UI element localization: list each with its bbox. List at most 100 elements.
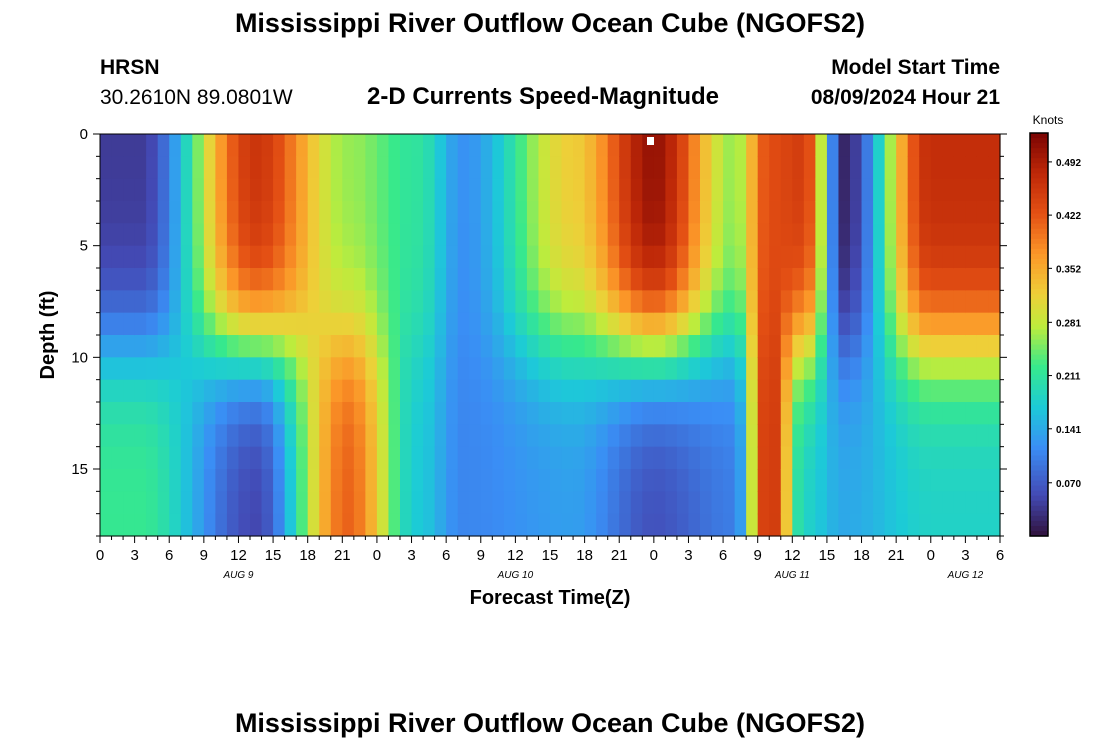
heatmap-cell [734, 379, 747, 403]
heatmap-cell [480, 469, 493, 492]
heatmap-cell [976, 156, 990, 180]
heatmap-cell [273, 513, 286, 537]
heatmap-cell [792, 379, 805, 403]
heatmap-cell [653, 491, 666, 515]
heatmap-cell [550, 178, 563, 202]
heatmap-cell [388, 312, 401, 336]
station-coordinates: 30.2610N 89.0801W [100, 86, 293, 109]
heatmap-cell [953, 424, 966, 448]
heatmap-cell [480, 513, 493, 537]
heatmap-cell [111, 290, 124, 314]
heatmap-cell [780, 156, 793, 180]
heatmap-cell [734, 513, 747, 537]
heatmap-cell [492, 357, 505, 381]
heatmap-cell [861, 402, 874, 425]
heatmap-cell [538, 156, 551, 180]
heatmap-cell [630, 469, 643, 492]
heatmap-cell [388, 178, 401, 202]
heatmap-cell [423, 446, 436, 470]
heatmap-cell [526, 268, 540, 291]
heatmap-cell [226, 134, 240, 157]
heatmap-cell [446, 424, 459, 448]
heatmap-cell [780, 335, 793, 358]
heatmap-cell [965, 245, 978, 269]
heatmap-cell [434, 424, 447, 448]
heatmap-cell [365, 469, 378, 492]
heatmap-cell [596, 402, 609, 425]
heatmap-cell [261, 469, 274, 492]
heatmap-cell [146, 513, 159, 537]
colorbar-segment [1030, 430, 1048, 436]
heatmap-cell [942, 201, 955, 224]
heatmap-cell [988, 513, 1001, 537]
heatmap-cell [896, 290, 909, 314]
heatmap-cell [134, 424, 147, 448]
heatmap-cell [780, 513, 793, 537]
heatmap-cell [169, 424, 182, 448]
heatmap-cell [584, 335, 597, 358]
heatmap-cell [400, 290, 413, 314]
heatmap-cell [653, 134, 666, 157]
heatmap-cell [723, 491, 736, 515]
heatmap-cell [376, 513, 390, 537]
heatmap-cell [492, 379, 505, 403]
heatmap-cell [976, 223, 990, 247]
heatmap-cell [446, 178, 459, 202]
heatmap-cell [411, 290, 424, 314]
heatmap-cell [146, 446, 159, 470]
heatmap-cell [192, 268, 205, 291]
heatmap-cell [873, 335, 886, 358]
heatmap-cell [169, 223, 182, 247]
heatmap-cell [480, 357, 493, 381]
heatmap-cell [919, 335, 932, 358]
heatmap-cell [330, 469, 343, 492]
heatmap-cell [376, 424, 390, 448]
heatmap-cell [134, 513, 147, 537]
heatmap-cell [469, 424, 482, 448]
heatmap-cell [319, 178, 332, 202]
heatmap-cell [353, 446, 366, 470]
heatmap-cell [711, 513, 724, 537]
heatmap-cell [826, 178, 840, 202]
heatmap-cell [123, 379, 136, 403]
heatmap-cell [965, 379, 978, 403]
heatmap-cell [884, 446, 897, 470]
heatmap-cell [550, 156, 563, 180]
heatmap-cell [261, 312, 274, 336]
heatmap-cell [365, 357, 378, 381]
heatmap-cell [250, 357, 263, 381]
heatmap-cell [446, 223, 459, 247]
heatmap-cell [457, 245, 470, 269]
colorbar-tick-label: 0.422 [1056, 211, 1081, 222]
heatmap-cell [100, 312, 113, 336]
x-tick-label: 0 [96, 547, 104, 564]
heatmap-cell [976, 379, 990, 403]
heatmap-cell [723, 379, 736, 403]
heatmap-cell [226, 178, 240, 202]
heatmap-cell [942, 424, 955, 448]
heatmap-cell [284, 156, 297, 180]
heatmap-cell [480, 268, 493, 291]
heatmap-cell [723, 223, 736, 247]
heatmap-cell [803, 201, 816, 224]
heatmap-cell [226, 446, 240, 470]
heatmap-cell [400, 178, 413, 202]
heatmap-cell [307, 178, 320, 202]
heatmap-cell [896, 424, 909, 448]
heatmap-cell [561, 223, 574, 247]
heatmap-cell [700, 245, 713, 269]
colorbar-segment [1030, 425, 1048, 431]
heatmap-cell [653, 335, 666, 358]
heatmap-cell [238, 245, 251, 269]
heatmap-cell [250, 201, 263, 224]
heatmap-cell [596, 290, 609, 314]
heatmap-cell [642, 446, 655, 470]
colorbar-segment [1030, 138, 1048, 144]
heatmap-cell [100, 402, 113, 425]
heatmap-cell [988, 312, 1001, 336]
heatmap-cell [826, 134, 840, 157]
heatmap-cell [515, 446, 528, 470]
heatmap-cell [503, 223, 516, 247]
heatmap-cell [492, 201, 505, 224]
heatmap-cell [550, 357, 563, 381]
